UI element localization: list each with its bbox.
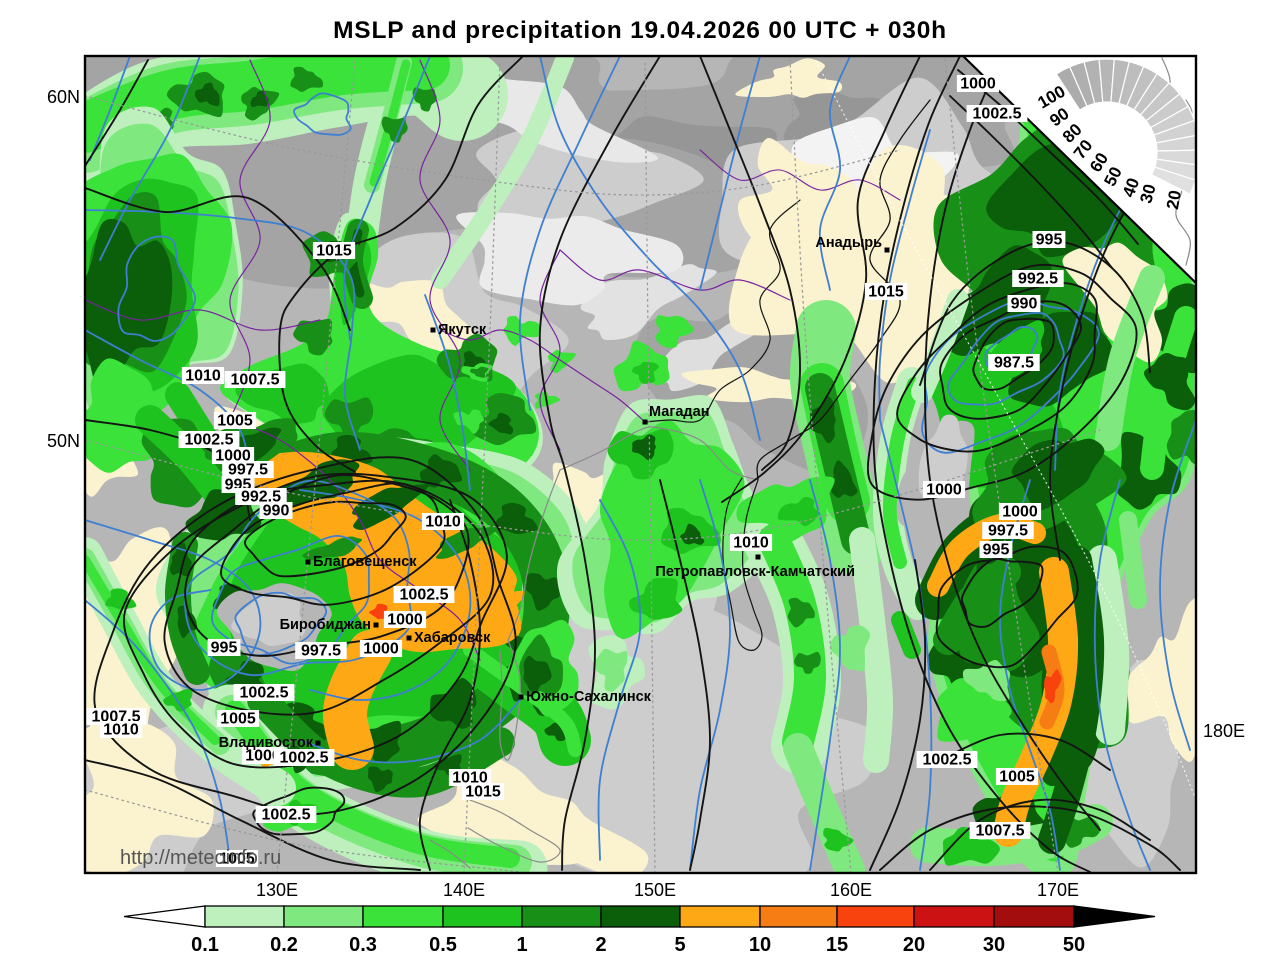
svg-text:130E: 130E	[256, 880, 298, 900]
svg-text:1002.5: 1002.5	[262, 807, 311, 824]
svg-text:1000: 1000	[363, 641, 399, 658]
svg-text:2: 2	[595, 934, 606, 956]
svg-text:992.5: 992.5	[241, 489, 281, 506]
svg-text:Петропавловск-Камчатский: Петропавловск-Камчатский	[655, 564, 855, 580]
svg-text:995: 995	[1036, 232, 1063, 249]
svg-text:1002.5: 1002.5	[240, 685, 289, 702]
svg-text:1007.5: 1007.5	[231, 372, 280, 389]
svg-text:20: 20	[1163, 189, 1185, 211]
svg-text:Владивосток: Владивосток	[219, 735, 314, 751]
svg-text:1010: 1010	[733, 535, 769, 552]
svg-text:990: 990	[263, 503, 290, 520]
svg-text:Хабаровск: Хабаровск	[414, 630, 491, 646]
svg-text:Якутск: Якутск	[438, 322, 487, 338]
svg-text:60N: 60N	[47, 87, 80, 107]
svg-text:Анадырь: Анадырь	[815, 235, 882, 251]
svg-text:1010: 1010	[185, 368, 221, 385]
svg-text:160E: 160E	[830, 880, 872, 900]
svg-text:1010: 1010	[452, 770, 488, 787]
svg-text:1007.5: 1007.5	[976, 823, 1025, 840]
svg-text:997.5: 997.5	[301, 643, 341, 660]
svg-text:1015: 1015	[868, 284, 904, 301]
svg-text:1000: 1000	[1002, 504, 1038, 521]
svg-text:Биробиджан: Биробиджан	[280, 617, 371, 633]
svg-text:10: 10	[749, 934, 771, 956]
svg-text:0.3: 0.3	[349, 934, 377, 956]
svg-text:1015: 1015	[465, 784, 501, 801]
svg-text:0.5: 0.5	[429, 934, 457, 956]
svg-text:987.5: 987.5	[994, 355, 1034, 372]
svg-text:990: 990	[1011, 296, 1038, 313]
svg-text:Южно-Сахалинск: Южно-Сахалинск	[526, 689, 652, 705]
svg-text:997.5: 997.5	[988, 523, 1028, 540]
svg-text:170E: 170E	[1037, 880, 1079, 900]
svg-text:1002.5: 1002.5	[400, 587, 449, 604]
svg-text:1: 1	[516, 934, 527, 956]
svg-text:997.5: 997.5	[228, 462, 268, 479]
svg-text:1015: 1015	[316, 243, 352, 260]
svg-text:Благовещенск: Благовещенск	[313, 554, 417, 570]
svg-text:15: 15	[826, 934, 848, 956]
svg-text:30: 30	[983, 934, 1005, 956]
svg-text:1002.5: 1002.5	[185, 432, 234, 449]
svg-text:50: 50	[1063, 934, 1085, 956]
svg-text:30: 30	[1136, 182, 1159, 205]
svg-text:1000: 1000	[926, 482, 962, 499]
svg-text:0.1: 0.1	[191, 934, 219, 956]
svg-text:http://meteoinfo.ru: http://meteoinfo.ru	[120, 847, 281, 869]
svg-text:1002.5: 1002.5	[923, 752, 972, 769]
svg-text:1000: 1000	[215, 448, 251, 465]
svg-text:995: 995	[983, 542, 1010, 559]
svg-text:1005: 1005	[999, 769, 1035, 786]
svg-text:1005: 1005	[220, 711, 256, 728]
svg-text:992.5: 992.5	[1018, 271, 1058, 288]
svg-text:1010: 1010	[103, 722, 139, 739]
svg-text:Магадан: Магадан	[649, 404, 709, 420]
svg-text:0.2: 0.2	[270, 934, 298, 956]
svg-text:180E: 180E	[1203, 721, 1245, 741]
svg-text:995: 995	[211, 640, 238, 657]
svg-text:1002.5: 1002.5	[973, 106, 1022, 123]
svg-text:1005: 1005	[217, 413, 253, 430]
svg-text:1000: 1000	[245, 748, 281, 765]
svg-text:1000: 1000	[387, 612, 423, 629]
svg-text:20: 20	[903, 934, 925, 956]
svg-text:50N: 50N	[47, 431, 80, 451]
svg-text:5: 5	[674, 934, 685, 956]
svg-text:1005: 1005	[219, 851, 255, 868]
svg-text:1002.5: 1002.5	[280, 750, 329, 767]
svg-text:1010: 1010	[425, 514, 461, 531]
svg-text:MSLP and precipitation 19.04.2: MSLP and precipitation 19.04.2026 00 UTC…	[333, 17, 947, 44]
svg-text:140E: 140E	[443, 880, 485, 900]
svg-text:1000: 1000	[960, 76, 996, 93]
svg-text:150E: 150E	[634, 880, 676, 900]
